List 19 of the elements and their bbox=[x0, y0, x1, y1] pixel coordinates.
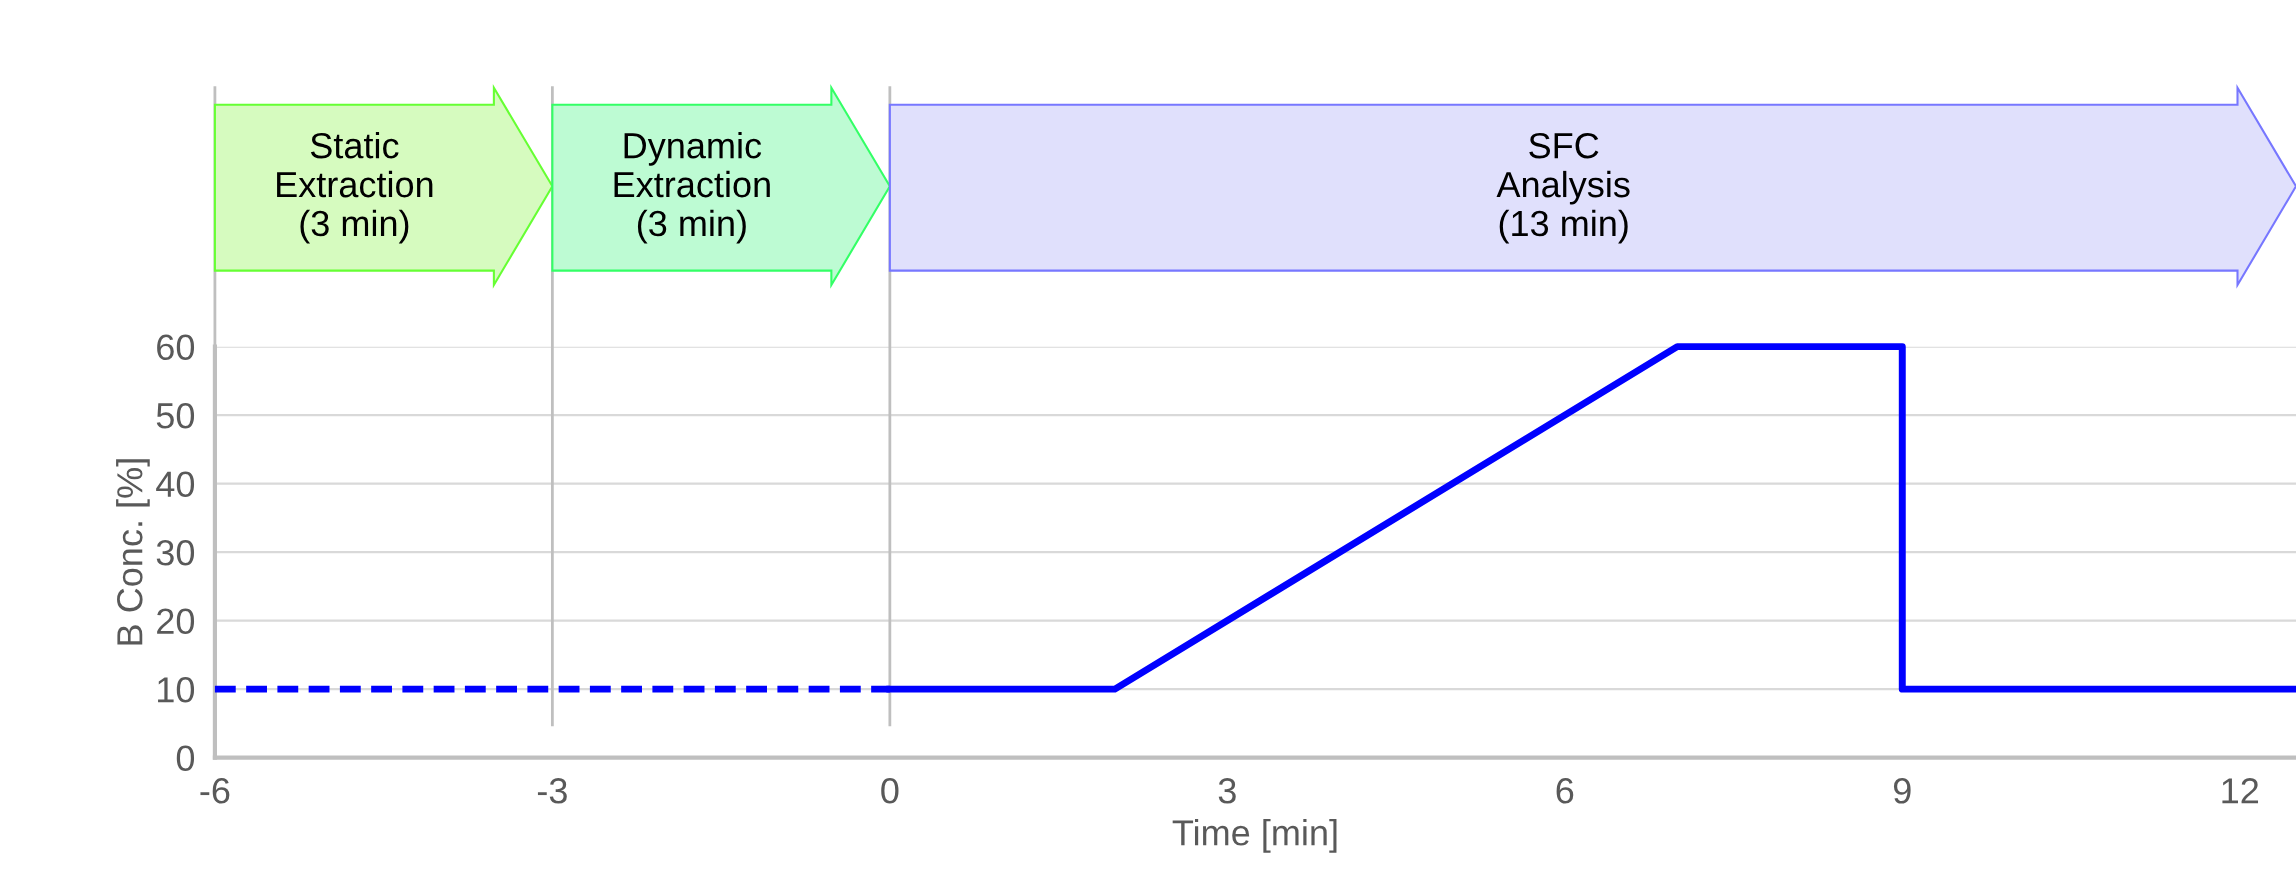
text: Dynamic Extraction (3 min) bbox=[614, 131, 770, 244]
x-tick-label: 12 bbox=[2222, 778, 2259, 804]
x-tick-label: -6 bbox=[200, 778, 230, 804]
y-tick-label: 10 bbox=[158, 677, 195, 703]
x-tick-label: 3 bbox=[1218, 778, 1236, 804]
x-tick-label: 6 bbox=[1556, 778, 1574, 804]
y-tick-label: 20 bbox=[157, 608, 195, 635]
y-tick-label: 50 bbox=[156, 403, 195, 429]
text: Static Extraction (3 min) bbox=[277, 131, 433, 244]
y-tick-label: 30 bbox=[156, 540, 195, 566]
y-tick-label: 0 bbox=[176, 745, 195, 772]
x-tick-label: -3 bbox=[537, 778, 567, 804]
y-tick-label: 60 bbox=[157, 334, 195, 361]
x-axis-title: Time [min] bbox=[1172, 819, 1337, 853]
text: SFC Analysis (13 min) bbox=[1496, 132, 1630, 244]
x-tick-label: 0 bbox=[881, 778, 899, 804]
x-tick-label: 9 bbox=[1893, 778, 1911, 804]
y-tick-label: 40 bbox=[156, 471, 195, 498]
y-axis-title: B Conc. [%] bbox=[116, 459, 150, 645]
